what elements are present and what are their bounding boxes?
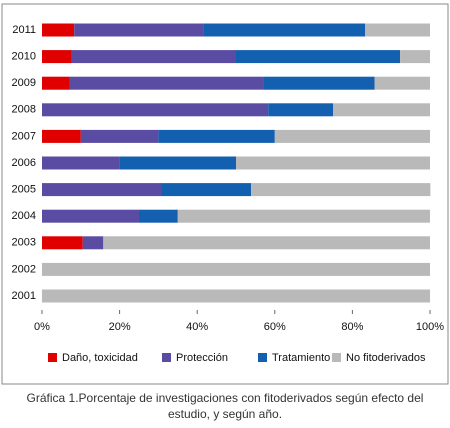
x-tick-label: 40% bbox=[186, 321, 208, 333]
bar-segment bbox=[69, 76, 264, 90]
bar-segment bbox=[365, 23, 430, 37]
x-tick-label: 20% bbox=[109, 321, 131, 333]
y-tick-label: 2009 bbox=[12, 77, 36, 89]
caption: Gráfica 1.Porcentaje de investigaciones … bbox=[26, 391, 424, 421]
legend-swatch bbox=[258, 353, 267, 362]
x-tick-label: 60% bbox=[264, 321, 286, 333]
bar-segment bbox=[374, 76, 430, 90]
bar-segment bbox=[82, 236, 104, 250]
bar-segment bbox=[268, 103, 333, 117]
y-tick-label: 2004 bbox=[12, 210, 36, 222]
bar-segment bbox=[80, 129, 159, 143]
bar-segment bbox=[161, 183, 252, 197]
y-tick-label: 2002 bbox=[12, 263, 36, 275]
bar-segment bbox=[42, 23, 75, 37]
bar-segment bbox=[158, 129, 275, 143]
y-tick-label: 2005 bbox=[12, 184, 36, 196]
y-tick-label: 2001 bbox=[12, 290, 36, 302]
legend-swatch bbox=[162, 353, 171, 362]
bar-segment bbox=[236, 156, 430, 170]
y-tick-label: 2003 bbox=[12, 237, 36, 249]
bar-segment bbox=[203, 23, 366, 37]
y-tick-label: 2006 bbox=[12, 157, 36, 169]
bar-segment bbox=[42, 129, 81, 143]
bar-segment bbox=[42, 103, 269, 117]
bar-segment bbox=[71, 50, 236, 64]
bar-segment bbox=[42, 76, 70, 90]
legend-label: Protección bbox=[176, 352, 228, 364]
bar-segment bbox=[103, 236, 430, 250]
x-tick-label: 0% bbox=[34, 321, 50, 333]
bar-segment bbox=[139, 209, 178, 223]
bar-segment bbox=[263, 76, 375, 90]
bar-segment bbox=[236, 50, 401, 64]
bar-segment bbox=[274, 129, 430, 143]
legend-label: Daño, toxicidad bbox=[62, 352, 138, 364]
bar-segment bbox=[42, 289, 430, 303]
frame bbox=[1, 3, 449, 385]
bar-segment bbox=[42, 183, 162, 197]
bar-segment bbox=[251, 183, 431, 197]
bar-segment bbox=[177, 209, 430, 223]
bar-segment bbox=[400, 50, 430, 64]
bar-segment bbox=[119, 156, 236, 170]
bar-segment bbox=[42, 156, 120, 170]
bar-segment bbox=[74, 23, 204, 37]
x-tick-label: 80% bbox=[341, 321, 363, 333]
bar-segment bbox=[42, 262, 430, 276]
bar-segment bbox=[42, 236, 83, 250]
legend-label: Tratamiento bbox=[272, 352, 330, 364]
bar-segment bbox=[333, 103, 430, 117]
y-tick-label: 2010 bbox=[12, 51, 36, 63]
bar-segment bbox=[42, 50, 72, 64]
chart: 0% 20% 40% 60% 80% 100% 2011 2010 2009 2008 2007 20… bbox=[1, 3, 449, 385]
x-tick-label: 100% bbox=[416, 321, 444, 333]
y-tick-label: 2008 bbox=[12, 104, 36, 116]
bar-segment bbox=[42, 209, 139, 223]
legend-swatch bbox=[332, 353, 341, 362]
y-tick-label: 2011 bbox=[12, 24, 36, 36]
y-tick-label: 2007 bbox=[12, 130, 36, 142]
legend-label: No fitoderivados bbox=[346, 352, 426, 364]
legend-swatch bbox=[48, 353, 57, 362]
